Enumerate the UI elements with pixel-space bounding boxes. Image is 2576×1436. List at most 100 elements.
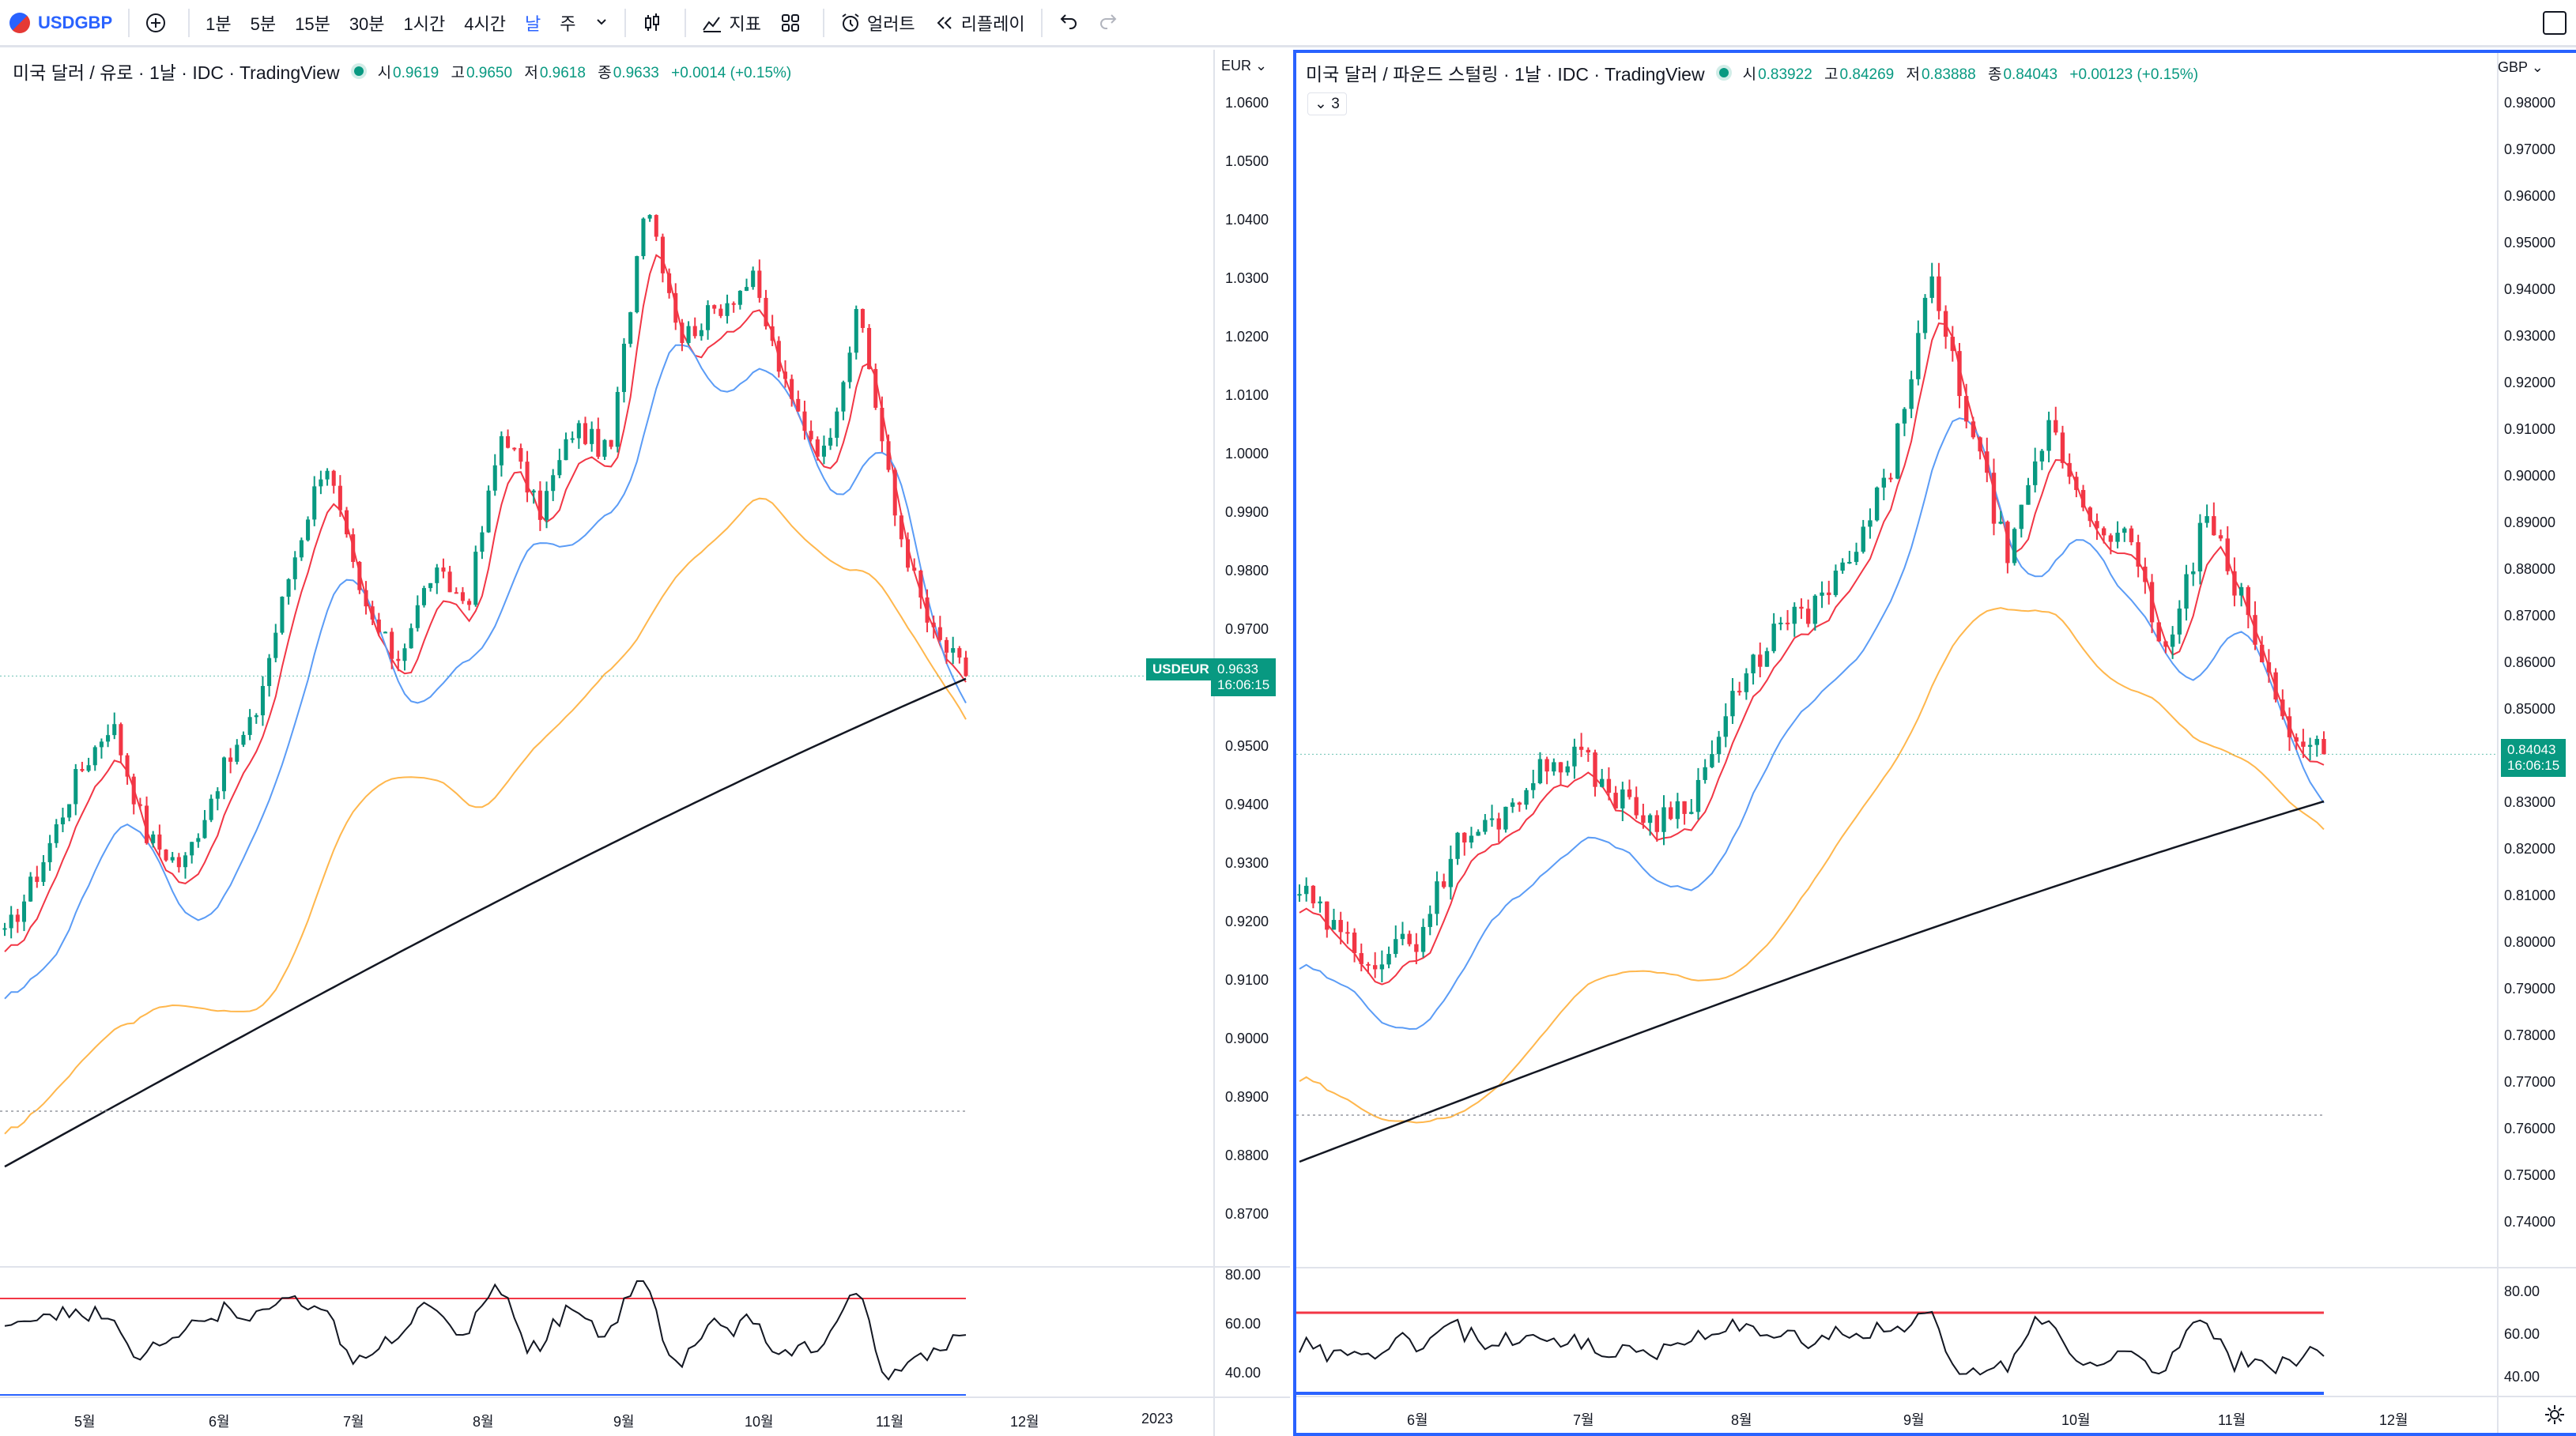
indicator-collapse-button[interactable]: ⌄ 3 [1307, 92, 1347, 115]
chart-pane-usdgbp[interactable]: 미국 달러 / 파운드 스털링 · 1날 · IDC · TradingView… [1293, 50, 2576, 1436]
indicators-label: 지표 [729, 13, 761, 34]
price-tick-label: 1.0500 [1225, 153, 1269, 169]
price-tick-label: 0.85000 [2504, 701, 2556, 717]
interval-1m[interactable]: 1분 [206, 13, 232, 34]
candle-body [828, 437, 833, 446]
candle-body [583, 423, 588, 444]
price-tick-label: 1.0200 [1225, 329, 1269, 345]
chart-pane-usdeur[interactable]: 미국 달러 / 유로 · 1날 · IDC · TradingView 시 0.9… [0, 50, 1290, 1436]
candle-body [2122, 528, 2127, 533]
candle-body [512, 447, 517, 450]
candle-body [1544, 759, 1549, 772]
currency-selector[interactable]: GBP ⌄ [2498, 59, 2544, 75]
alert-button[interactable]: 얼러트 [831, 0, 925, 47]
candle-body [447, 571, 452, 593]
candle-body [731, 303, 736, 305]
ma-short-line [4, 254, 967, 952]
candle-body [854, 308, 858, 353]
candle-body [228, 757, 233, 762]
candle-body [2212, 516, 2216, 536]
candle-body [273, 632, 278, 658]
candle-body [686, 326, 691, 344]
usdeur-chart-canvas[interactable] [0, 50, 1290, 1436]
candle-body [957, 648, 962, 658]
candle-body [2266, 661, 2272, 673]
top-toolbar: USDGBP 1분 5분 15분 30분 1시간 4시간 날 주 지표 [0, 0, 2576, 47]
market-status-icon [353, 66, 364, 76]
candle-body [2307, 744, 2313, 747]
candle-body [2067, 462, 2072, 477]
candle-body [609, 439, 613, 447]
usdgbp-chart-canvas[interactable] [1296, 53, 2576, 1436]
candle-body [770, 326, 775, 341]
candle-body [1902, 409, 1907, 424]
candle-body [112, 724, 117, 736]
interval-30m[interactable]: 30분 [349, 13, 385, 34]
interval-1w[interactable]: 주 [560, 13, 576, 34]
gear-icon[interactable] [2543, 1403, 2567, 1427]
candle-body [1537, 759, 1543, 784]
candle-body [209, 798, 213, 820]
candle-body [1874, 487, 1880, 521]
candle-body [402, 648, 407, 661]
candle-body [1703, 767, 1707, 780]
close-value: 0.84043 [2003, 66, 2058, 83]
candle-body [2280, 699, 2285, 717]
ma-mid-line [1299, 417, 2325, 1031]
redo-button[interactable] [1088, 0, 1128, 47]
candle-body [176, 857, 181, 868]
candle-body [531, 490, 536, 493]
interval-15m[interactable]: 15분 [295, 13, 330, 34]
price-tick-label: 80.00 [2504, 1283, 2540, 1299]
candle-body [1352, 933, 1357, 953]
candle-body [221, 757, 227, 792]
candle-body [847, 352, 852, 383]
candle-body [1971, 421, 1976, 438]
ma-short-line [1299, 322, 2325, 986]
interval-1h[interactable]: 1시간 [403, 13, 446, 34]
candle-body [376, 619, 381, 632]
candle-body [2177, 609, 2182, 635]
price-tick-label: 0.9000 [1225, 1031, 1269, 1046]
candle-body [1909, 379, 1914, 409]
panel-toggle-button[interactable] [2543, 11, 2567, 35]
candle-body [299, 540, 304, 558]
candle-body [151, 834, 156, 843]
price-tick-label: 0.9300 [1225, 855, 1269, 871]
interval-1d[interactable]: 날 [524, 13, 541, 34]
currency-selector[interactable]: EUR ⌄ [1221, 58, 1268, 73]
ma-200-line [1299, 800, 2325, 1163]
interval-dropdown-button[interactable] [585, 0, 618, 47]
candle-body [2115, 533, 2120, 542]
candle-body [1937, 276, 1941, 311]
price-tick-label: 0.86000 [2504, 654, 2556, 670]
candle-body [931, 622, 936, 628]
candle-body [267, 658, 272, 687]
ma-200-line [4, 677, 967, 1168]
chart-type-button[interactable] [632, 0, 678, 47]
symbol-search-button[interactable]: USDGBP [0, 0, 122, 47]
candle-body [2156, 622, 2161, 642]
undo-button[interactable] [1049, 0, 1088, 47]
candle-body [306, 519, 311, 541]
candle-body [35, 876, 40, 882]
price-tick-label: 0.80000 [2504, 934, 2556, 950]
candle-body [2218, 535, 2223, 539]
replay-button[interactable]: 리플레이 [925, 0, 1035, 47]
indicators-button[interactable]: 지표 [692, 0, 770, 47]
compare-symbol-button[interactable] [136, 0, 182, 47]
candle-body [944, 639, 949, 653]
candle-body [2287, 716, 2292, 737]
interval-5m[interactable]: 5분 [250, 13, 277, 34]
candle-body [2032, 461, 2038, 485]
price-tick-label: 0.81000 [2504, 888, 2556, 903]
rewind-icon [934, 13, 955, 33]
candle-body [1695, 779, 1701, 812]
time-tick-label: 10월 [745, 1414, 774, 1430]
time-tick-label: 6월 [209, 1414, 230, 1430]
layout-button[interactable] [771, 0, 817, 47]
candle-body [1613, 793, 1618, 808]
interval-4h[interactable]: 4시간 [464, 13, 506, 34]
candle-body [1771, 624, 1776, 651]
candle-body [1792, 606, 1797, 624]
